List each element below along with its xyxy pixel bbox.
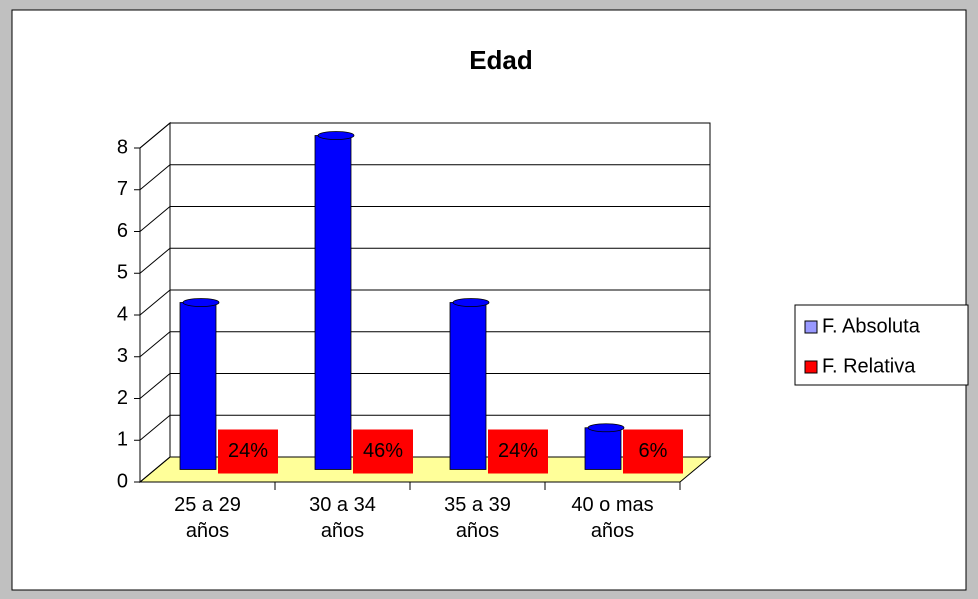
legend-swatch (804, 360, 818, 374)
bar (449, 302, 487, 470)
x-tick-label: 35 a 39 años (444, 494, 511, 542)
data-label: 46% (363, 440, 403, 462)
y-tick-label: 3 (117, 345, 128, 367)
bar-top (182, 298, 220, 307)
legend-box (794, 304, 969, 386)
data-label: 24% (228, 440, 268, 462)
data-label: 24% (498, 440, 538, 462)
bar-top (452, 298, 490, 307)
chart-title: Edad (469, 45, 533, 75)
label-box (353, 429, 413, 474)
y-tick-label: 8 (117, 136, 128, 158)
legend-label: F. Absoluta (822, 315, 921, 337)
x-tick-label: 30 a 34 años (309, 494, 376, 542)
label-box (623, 429, 683, 474)
legend-label: F. Relativa (822, 355, 916, 377)
grid-line (139, 164, 171, 191)
bar-top (587, 423, 625, 433)
data-label: 6% (639, 440, 668, 462)
grid-line (139, 456, 171, 483)
y-tick-label: 1 (117, 429, 128, 451)
grid-line (139, 373, 171, 399)
label-box (218, 429, 278, 474)
bar (314, 135, 352, 470)
y-tick-label: 4 (117, 303, 128, 325)
y-tick-label: 6 (117, 220, 128, 242)
bar (179, 302, 217, 470)
legend-swatch (804, 320, 818, 334)
label-box (488, 429, 548, 474)
grid-line (139, 247, 171, 274)
bar-top (317, 131, 355, 140)
y-tick-label: 2 (117, 387, 128, 409)
x-tick-label: 25 a 29 años (174, 494, 241, 542)
y-tick-label: 5 (117, 262, 128, 284)
chart-area (11, 9, 967, 591)
bar (584, 427, 622, 470)
y-tick-label: 7 (117, 178, 128, 200)
grid-line (139, 414, 171, 441)
grid-line (139, 289, 171, 316)
grid-line (139, 206, 171, 232)
grid-line (139, 122, 171, 149)
grid-line (139, 331, 171, 358)
y-tick-label: 0 (117, 470, 128, 492)
x-tick-label: 40 o mas años (571, 494, 654, 542)
